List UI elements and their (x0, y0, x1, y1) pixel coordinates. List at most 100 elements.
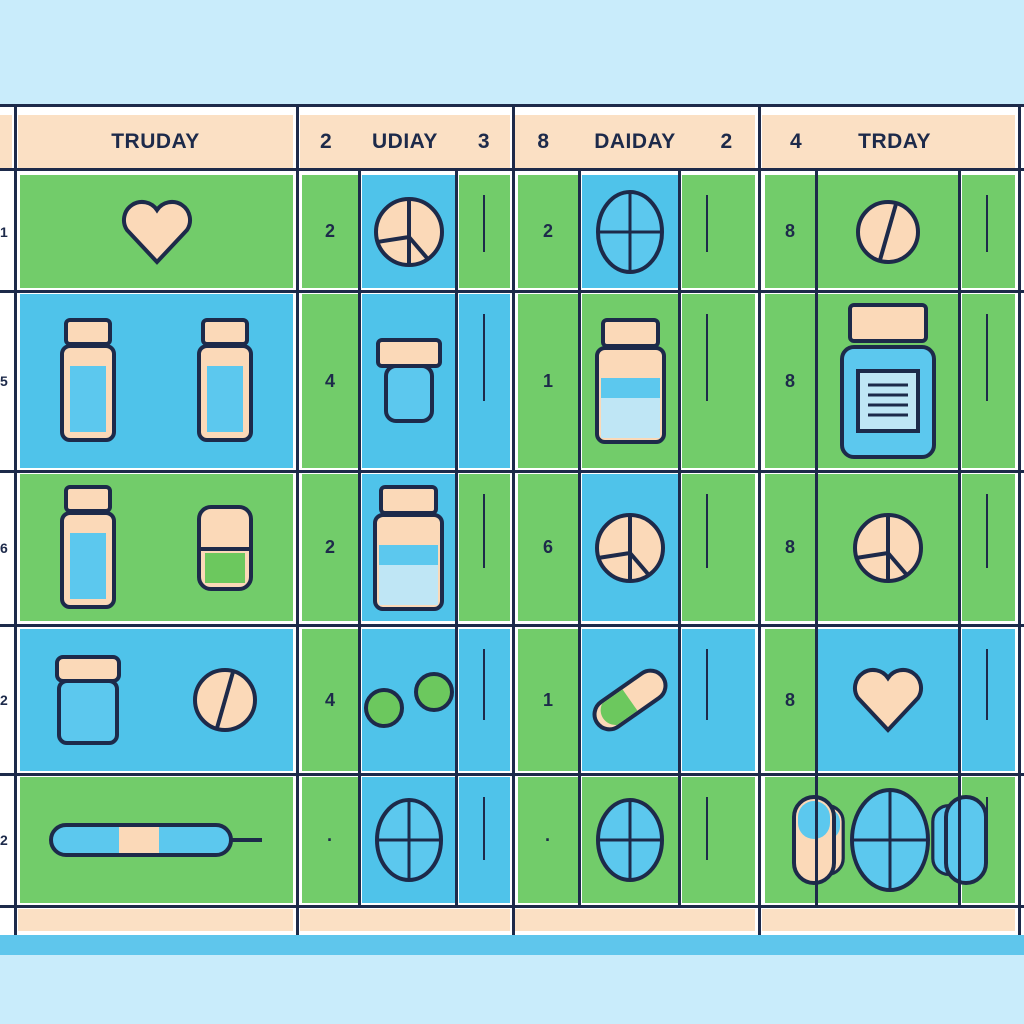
oval-pill-icon (352, 777, 465, 903)
footer-cell (18, 909, 293, 931)
tick-mark (706, 797, 708, 860)
tick-mark (706, 314, 708, 401)
footer-cell (300, 909, 510, 931)
number-cell (518, 474, 578, 621)
round-pill-icon (157, 629, 294, 771)
number-cell (302, 294, 358, 468)
header-right-number: 3 (477, 129, 491, 153)
tick-mark (986, 494, 988, 568)
oval-pill-icon (572, 175, 688, 288)
grid-line-vertical (1018, 107, 1021, 935)
grid-line-vertical (455, 171, 458, 905)
row-edge-label: 5 (0, 294, 12, 468)
header-left-number: 8 (537, 129, 550, 153)
stripe-cell (682, 175, 755, 288)
dose-number: 8 (784, 537, 795, 557)
footer-cell (762, 909, 1015, 931)
vial-icon (157, 294, 294, 468)
stripe-cell (682, 777, 755, 903)
number-cell (302, 777, 358, 903)
grid-line-vertical (358, 171, 361, 905)
medication-schedule-grid: TRUDAY 2 UDIAY 3 8 DAIDAY 2 4 TRDAY 1 2 2 8 5 4 1 8 6 2 6 8 2… (0, 104, 1024, 938)
oval-pill-icon (572, 777, 688, 903)
number-cell (518, 777, 578, 903)
grid-line-vertical (14, 107, 17, 935)
number-cell (302, 474, 358, 621)
dose-number: 6 (542, 537, 553, 557)
number-cell (518, 629, 578, 771)
header-day-4[interactable]: 4 TRDAY (762, 115, 1015, 168)
header-day-label: TRUDAY (111, 129, 200, 153)
pill-bottle-icon (808, 294, 968, 468)
grid-line-vertical (512, 107, 515, 935)
header-day-3[interactable]: 8 DAIDAY 2 (515, 115, 755, 168)
bottom-band (0, 935, 1024, 955)
grid-line-vertical (678, 171, 681, 905)
vial-icon (20, 474, 157, 621)
stripe-cell (962, 629, 1015, 771)
row-edge-label: 2 (0, 629, 12, 771)
row-edge-label: 2 (0, 777, 12, 903)
header-left-number: 2 (319, 129, 333, 153)
small-vial-icon (352, 294, 465, 468)
grid-line-vertical (758, 107, 761, 935)
dose-number: 1 (542, 370, 553, 391)
footer-cell (515, 909, 755, 931)
tick-mark (706, 649, 708, 720)
header-day-label: TRDAY (858, 129, 932, 153)
stripe-cell (682, 294, 755, 468)
stripe-cell (682, 474, 755, 621)
split-pill-icon (572, 474, 688, 621)
number-cell (765, 294, 815, 468)
number-cell (765, 175, 815, 288)
header-day-label: UDIAY (372, 129, 438, 153)
header-right-number: 2 (720, 129, 733, 153)
split-pill-icon (808, 474, 968, 621)
green-pills-icon (352, 629, 465, 771)
tick-mark (706, 195, 708, 252)
heart-icon (808, 629, 968, 771)
row-edge-label: 1 (0, 175, 12, 288)
header-day-label: DAIDAY (594, 129, 676, 153)
syringe-icon (20, 777, 293, 903)
header-edge (0, 115, 12, 168)
dose-number: · (327, 829, 333, 850)
tick-mark (706, 494, 708, 568)
capsule-icon (572, 629, 688, 771)
split-pill-icon (352, 175, 465, 288)
grid-line-vertical (296, 107, 299, 935)
tick-mark (483, 797, 485, 860)
dose-number: 8 (784, 221, 795, 241)
bottle-icon (572, 294, 688, 468)
number-cell (302, 175, 358, 288)
dose-number: 4 (324, 370, 335, 391)
number-cell (518, 294, 578, 468)
bottle-icon (352, 474, 465, 621)
stripe-cell (962, 175, 1015, 288)
dose-number: 2 (324, 221, 335, 241)
dose-number: 2 (542, 221, 553, 241)
dose-number: 4 (324, 689, 335, 710)
heart-icon (20, 175, 293, 288)
tick-mark (986, 195, 988, 252)
jar-icon (20, 629, 157, 771)
number-cell (518, 175, 578, 288)
round-pill-icon (808, 175, 968, 288)
pills-group-icon (770, 777, 1010, 903)
header-day-2[interactable]: 2 UDIAY 3 (300, 115, 510, 168)
tick-mark (483, 649, 485, 720)
stripe-cell (682, 629, 755, 771)
dose-number: 2 (324, 537, 335, 557)
row-edge-label: 6 (0, 474, 12, 621)
grid-line-vertical (578, 171, 581, 905)
dose-number: 8 (784, 370, 795, 391)
tick-mark (986, 314, 988, 401)
header-day-1[interactable]: TRUDAY (18, 115, 293, 168)
dose-number: · (545, 829, 551, 850)
grid-line-vertical (958, 171, 961, 905)
header-left-number: 4 (789, 129, 803, 153)
tick-mark (986, 649, 988, 720)
tick-mark (483, 494, 485, 568)
tick-mark (483, 195, 485, 252)
grid-line-vertical (815, 171, 818, 905)
